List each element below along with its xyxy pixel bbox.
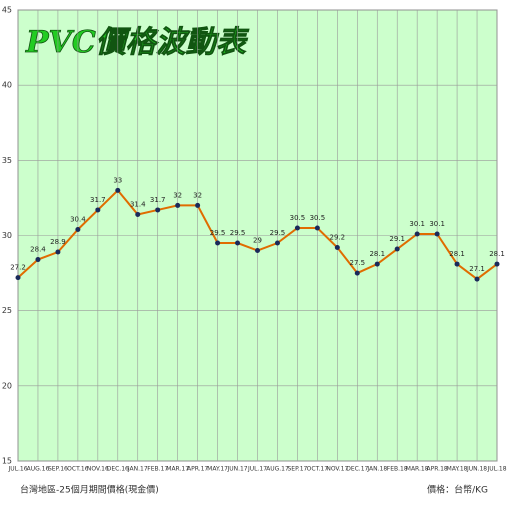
data-label: 28.4 (30, 246, 46, 254)
marker (494, 261, 500, 267)
marker (294, 225, 300, 231)
marker (75, 226, 81, 232)
data-label: 27.2 (10, 264, 26, 272)
marker (215, 240, 221, 246)
data-label: 30.1 (429, 220, 445, 228)
data-label: 29.5 (210, 229, 226, 237)
data-label: 29.1 (389, 235, 405, 243)
x-tick-label: SEP.17 (288, 466, 308, 473)
data-label: 28.1 (449, 250, 465, 258)
marker (394, 246, 400, 252)
data-label: 30.5 (290, 214, 306, 222)
x-tick-label: APR.17 (187, 466, 208, 473)
data-label: 32 (173, 191, 182, 199)
marker (454, 261, 460, 267)
unit-note: 價格：台幣/KG (427, 484, 488, 496)
y-tick-label: 45 (2, 6, 12, 15)
x-tick-label: JUN.17 (226, 466, 247, 473)
data-label: 28.1 (369, 250, 385, 258)
x-tick-label: NOV.16 (87, 466, 109, 473)
x-tick-label: AUG.17 (266, 466, 289, 473)
data-label: 28.9 (50, 238, 66, 246)
x-tick-label: JUN.18 (466, 466, 487, 473)
x-tick-label: OCT.17 (307, 466, 329, 473)
x-tick-label: JUL.18 (486, 466, 506, 473)
data-label: 31.7 (150, 196, 166, 204)
x-tick-label: SEP.16 (48, 466, 68, 473)
data-label: 29.2 (330, 234, 346, 242)
marker (374, 261, 380, 267)
x-tick-label: OCT.16 (67, 466, 89, 473)
x-tick-label: JAN.18 (366, 466, 387, 473)
x-tick-label: AUG.16 (27, 466, 50, 473)
marker (135, 211, 141, 217)
data-label: 30.5 (310, 214, 326, 222)
chart-title: PVC價格波動表 (25, 25, 250, 60)
y-tick-label: 30 (2, 231, 12, 240)
marker (195, 202, 201, 208)
y-tick-label: 40 (2, 81, 12, 90)
marker (155, 207, 161, 213)
x-tick-label: JUL.17 (247, 466, 267, 473)
marker (115, 187, 121, 193)
marker (55, 249, 61, 255)
x-tick-label: MAY.18 (447, 466, 468, 473)
y-tick-label: 15 (2, 457, 12, 466)
x-tick-label: MAY.17 (207, 466, 228, 473)
marker (274, 240, 280, 246)
marker (434, 231, 440, 237)
footnote: 台灣地區-25個月期間價格(現金價) (20, 484, 159, 496)
data-label: 29 (253, 237, 262, 245)
y-tick-label: 20 (2, 381, 12, 390)
x-tick-label: JAN.17 (127, 466, 148, 473)
marker (414, 231, 420, 237)
data-label: 27.1 (469, 265, 485, 273)
marker (314, 225, 320, 231)
marker (35, 257, 41, 263)
x-tick-label: MAR.17 (166, 466, 189, 473)
marker (474, 276, 480, 282)
marker (95, 207, 101, 213)
marker (334, 245, 340, 251)
x-tick-label: NOV.17 (326, 466, 348, 473)
x-tick-label: MAR.18 (406, 466, 429, 473)
data-label: 33 (113, 176, 122, 184)
data-label: 29.5 (230, 229, 246, 237)
marker (235, 240, 241, 246)
data-label: 31.7 (90, 196, 106, 204)
data-label: 31.4 (130, 200, 146, 208)
data-label: 27.5 (349, 259, 365, 267)
x-tick-label: APR.18 (427, 466, 448, 473)
y-tick-label: 35 (2, 156, 12, 165)
x-tick-label: JUL.16 (7, 466, 27, 473)
data-label: 30.4 (70, 215, 86, 223)
marker (15, 275, 21, 281)
x-tick-label: DEC.17 (346, 466, 368, 473)
x-tick-label: FEB.17 (147, 466, 168, 473)
marker (255, 248, 260, 254)
data-label: 28.1 (489, 250, 505, 258)
data-label: 29.5 (270, 229, 286, 237)
x-tick-label: DEC.16 (107, 466, 129, 473)
y-tick-label: 25 (2, 306, 12, 315)
marker (354, 270, 360, 276)
data-label: 30.1 (409, 220, 425, 228)
data-label: 32 (193, 191, 202, 199)
marker (175, 202, 181, 208)
x-tick-label: FEB.18 (387, 466, 408, 473)
